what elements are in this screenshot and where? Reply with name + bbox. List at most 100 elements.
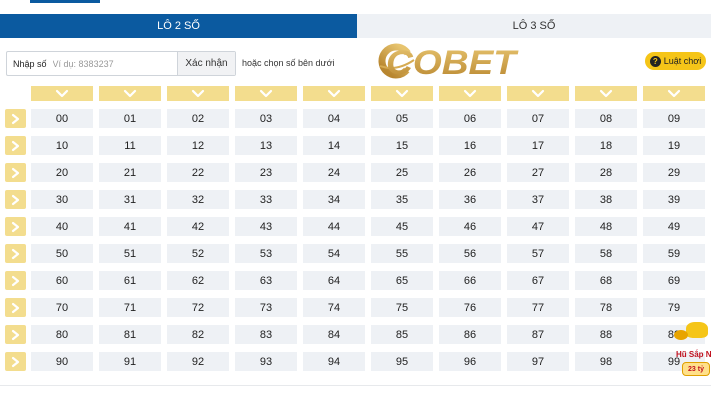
number-cell[interactable]: 58 xyxy=(575,244,637,263)
number-cell[interactable]: 35 xyxy=(371,190,433,209)
number-cell[interactable]: 08 xyxy=(575,109,637,128)
number-cell[interactable]: 21 xyxy=(99,163,161,182)
confirm-button[interactable]: Xác nhận xyxy=(177,52,235,75)
number-cell[interactable]: 92 xyxy=(167,352,229,371)
number-cell[interactable]: 85 xyxy=(371,325,433,344)
number-cell[interactable]: 78 xyxy=(575,298,637,317)
column-select-button[interactable] xyxy=(643,86,705,101)
number-cell[interactable]: 10 xyxy=(31,136,93,155)
number-entry-input[interactable] xyxy=(52,53,177,74)
number-cell[interactable]: 70 xyxy=(31,298,93,317)
column-select-button[interactable] xyxy=(371,86,433,101)
number-cell[interactable]: 61 xyxy=(99,271,161,290)
jackpot-widget[interactable]: Hũ Sắp N 23 tỷ xyxy=(670,322,711,380)
number-cell[interactable]: 98 xyxy=(575,352,637,371)
number-cell[interactable]: 86 xyxy=(439,325,501,344)
number-cell[interactable]: 62 xyxy=(167,271,229,290)
row-select-button[interactable] xyxy=(5,298,26,317)
number-cell[interactable]: 59 xyxy=(643,244,705,263)
number-cell[interactable]: 33 xyxy=(235,190,297,209)
number-cell[interactable]: 93 xyxy=(235,352,297,371)
number-cell[interactable]: 32 xyxy=(167,190,229,209)
number-cell[interactable]: 38 xyxy=(575,190,637,209)
number-cell[interactable]: 68 xyxy=(575,271,637,290)
number-cell[interactable]: 28 xyxy=(575,163,637,182)
number-cell[interactable]: 16 xyxy=(439,136,501,155)
row-select-button[interactable] xyxy=(5,190,26,209)
number-cell[interactable]: 64 xyxy=(303,271,365,290)
number-cell[interactable]: 80 xyxy=(31,325,93,344)
row-select-button[interactable] xyxy=(5,352,26,371)
number-cell[interactable]: 15 xyxy=(371,136,433,155)
number-cell[interactable]: 47 xyxy=(507,217,569,236)
number-cell[interactable]: 77 xyxy=(507,298,569,317)
number-cell[interactable]: 52 xyxy=(167,244,229,263)
number-cell[interactable]: 57 xyxy=(507,244,569,263)
column-select-button[interactable] xyxy=(99,86,161,101)
number-cell[interactable]: 40 xyxy=(31,217,93,236)
number-cell[interactable]: 50 xyxy=(31,244,93,263)
number-cell[interactable]: 26 xyxy=(439,163,501,182)
rules-button[interactable]: ? Luật chơi xyxy=(645,52,706,70)
number-cell[interactable]: 05 xyxy=(371,109,433,128)
number-cell[interactable]: 51 xyxy=(99,244,161,263)
number-cell[interactable]: 00 xyxy=(31,109,93,128)
number-cell[interactable]: 01 xyxy=(99,109,161,128)
number-cell[interactable]: 71 xyxy=(99,298,161,317)
number-cell[interactable]: 82 xyxy=(167,325,229,344)
number-cell[interactable]: 49 xyxy=(643,217,705,236)
column-select-button[interactable] xyxy=(31,86,93,101)
tab-lo-3-so[interactable]: LÔ 3 SỐ xyxy=(357,14,711,38)
number-cell[interactable]: 83 xyxy=(235,325,297,344)
number-cell[interactable]: 74 xyxy=(303,298,365,317)
tab-lo-2-so[interactable]: LÔ 2 SỐ xyxy=(0,14,357,38)
number-cell[interactable]: 18 xyxy=(575,136,637,155)
number-cell[interactable]: 96 xyxy=(439,352,501,371)
number-cell[interactable]: 42 xyxy=(167,217,229,236)
row-select-button[interactable] xyxy=(5,136,26,155)
number-cell[interactable]: 22 xyxy=(167,163,229,182)
number-cell[interactable]: 60 xyxy=(31,271,93,290)
number-cell[interactable]: 04 xyxy=(303,109,365,128)
number-cell[interactable]: 30 xyxy=(31,190,93,209)
number-cell[interactable]: 48 xyxy=(575,217,637,236)
number-cell[interactable]: 36 xyxy=(439,190,501,209)
row-select-button[interactable] xyxy=(5,271,26,290)
row-select-button[interactable] xyxy=(5,325,26,344)
number-cell[interactable]: 87 xyxy=(507,325,569,344)
number-cell[interactable]: 95 xyxy=(371,352,433,371)
number-cell[interactable]: 53 xyxy=(235,244,297,263)
number-cell[interactable]: 13 xyxy=(235,136,297,155)
column-select-button[interactable] xyxy=(507,86,569,101)
number-cell[interactable]: 65 xyxy=(371,271,433,290)
number-cell[interactable]: 31 xyxy=(99,190,161,209)
number-cell[interactable]: 69 xyxy=(643,271,705,290)
number-cell[interactable]: 06 xyxy=(439,109,501,128)
number-cell[interactable]: 27 xyxy=(507,163,569,182)
number-cell[interactable]: 94 xyxy=(303,352,365,371)
number-cell[interactable]: 07 xyxy=(507,109,569,128)
column-select-button[interactable] xyxy=(575,86,637,101)
number-cell[interactable]: 43 xyxy=(235,217,297,236)
number-cell[interactable]: 84 xyxy=(303,325,365,344)
number-cell[interactable]: 91 xyxy=(99,352,161,371)
number-cell[interactable]: 29 xyxy=(643,163,705,182)
number-cell[interactable]: 14 xyxy=(303,136,365,155)
number-cell[interactable]: 25 xyxy=(371,163,433,182)
number-cell[interactable]: 72 xyxy=(167,298,229,317)
number-cell[interactable]: 37 xyxy=(507,190,569,209)
number-cell[interactable]: 81 xyxy=(99,325,161,344)
number-cell[interactable]: 45 xyxy=(371,217,433,236)
number-cell[interactable]: 02 xyxy=(167,109,229,128)
number-cell[interactable]: 44 xyxy=(303,217,365,236)
number-cell[interactable]: 67 xyxy=(507,271,569,290)
number-cell[interactable]: 63 xyxy=(235,271,297,290)
column-select-button[interactable] xyxy=(167,86,229,101)
column-select-button[interactable] xyxy=(303,86,365,101)
number-cell[interactable]: 20 xyxy=(31,163,93,182)
number-cell[interactable]: 23 xyxy=(235,163,297,182)
number-cell[interactable]: 79 xyxy=(643,298,705,317)
number-cell[interactable]: 09 xyxy=(643,109,705,128)
number-cell[interactable]: 97 xyxy=(507,352,569,371)
number-cell[interactable]: 39 xyxy=(643,190,705,209)
